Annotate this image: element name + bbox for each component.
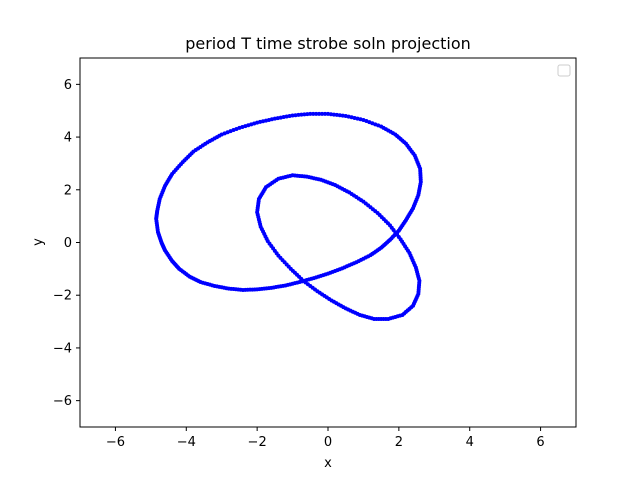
data-point [287, 113, 292, 118]
data-point [311, 111, 316, 116]
x-tick-label: 2 [395, 435, 403, 450]
data-point [337, 113, 342, 118]
y-tick-label: −6 [53, 394, 72, 409]
data-point [343, 113, 348, 118]
y-axis-ticks: −6 −4 −2 0 2 4 6 [53, 78, 80, 409]
x-tick-label: 0 [324, 435, 332, 450]
data-point [326, 111, 330, 116]
data-point [278, 115, 283, 120]
data-point [334, 112, 339, 117]
y-tick-label: 6 [64, 78, 72, 93]
data-point [284, 114, 289, 119]
data-point [340, 113, 345, 118]
x-tick-label: −2 [248, 435, 267, 450]
x-tick-label: −6 [106, 435, 125, 450]
y-tick-label: −2 [53, 289, 72, 304]
x-axis-ticks: −6 −4 −2 0 2 4 6 [106, 427, 545, 450]
data-point [288, 173, 293, 178]
y-tick-label: 0 [64, 236, 72, 251]
data-point [299, 112, 304, 117]
x-axis-label: x [324, 456, 332, 471]
data-point [320, 111, 325, 116]
data-point [290, 113, 295, 118]
data-point [154, 215, 159, 220]
y-tick-label: −4 [53, 341, 72, 356]
series-layer [154, 111, 423, 321]
y-tick-label: 2 [64, 183, 72, 198]
x-tick-label: 4 [466, 435, 474, 450]
data-point [293, 113, 298, 118]
data-point [308, 111, 313, 116]
chart-title: period T time strobe soln projection [185, 34, 471, 53]
data-point [296, 112, 301, 117]
data-point [281, 115, 286, 120]
data-point [317, 111, 322, 116]
data-point [331, 112, 336, 117]
data-point [275, 116, 280, 121]
data-point [314, 111, 319, 116]
data-point [302, 112, 307, 117]
y-axis-label: y [31, 238, 46, 246]
legend-box [557, 64, 571, 77]
data-point [305, 112, 310, 117]
x-tick-label: −4 [177, 435, 196, 450]
y-tick-label: 4 [64, 131, 72, 146]
data-point [328, 112, 333, 117]
data-point [323, 111, 328, 116]
x-tick-label: 6 [536, 435, 544, 450]
